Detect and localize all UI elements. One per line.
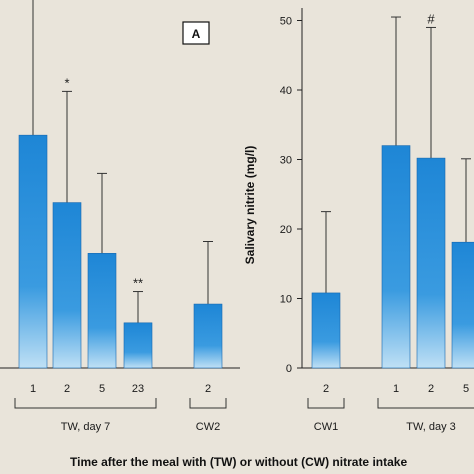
b-category-label-2: 2	[428, 383, 434, 395]
b-ytick-label-0: 0	[286, 363, 292, 375]
b-ytick-label-5: 50	[280, 16, 292, 28]
b-group-bracket-0	[307, 398, 345, 409]
a-significance-3: **	[133, 276, 143, 291]
b-category-label-0: 2	[323, 383, 329, 395]
b-bar-1	[381, 145, 411, 369]
b-bar-2	[416, 157, 446, 369]
a-category-label-2: 5	[99, 383, 105, 395]
a-bar-1	[52, 202, 82, 369]
b-ytick-label-2: 20	[280, 224, 292, 236]
b-bar-3	[451, 241, 474, 369]
a-group-bracket-0	[14, 398, 157, 409]
a-group-label-1: CW2	[196, 421, 220, 433]
x-axis-label: Time after the meal with (TW) or without…	[70, 455, 407, 469]
a-bar-2	[87, 253, 117, 369]
panel-a-label: A	[192, 27, 201, 41]
b-group-label-0: CW1	[314, 421, 338, 433]
a-bar-4	[193, 303, 223, 369]
b-ytick-label-1: 10	[280, 294, 292, 306]
chart-b: Salivary nitrite (mg/l) 0 10 20 30 40 50 # 2 1…	[243, 8, 474, 433]
a-category-label-0: 1	[30, 383, 36, 395]
a-group-label-0: TW, day 7	[61, 421, 111, 433]
b-category-label-3: 5	[463, 383, 469, 395]
panel-a-label-box	[182, 21, 210, 45]
b-group-label-1: TW, day 3	[406, 421, 456, 433]
y-axis-label: Salivary nitrite (mg/l)	[243, 146, 257, 265]
b-group-bracket-1	[377, 398, 474, 409]
a-significance-1: *	[64, 75, 69, 90]
a-category-label-4: 2	[205, 383, 211, 395]
chart-a: A *** 1 2 5 23 2 TW, day 7 CW2	[0, 0, 240, 433]
b-ytick-label-3: 30	[280, 155, 292, 167]
a-group-bracket-1	[189, 398, 227, 409]
b-ytick-label-4: 40	[280, 85, 292, 97]
a-category-label-3: 23	[132, 383, 144, 395]
a-category-label-1: 2	[64, 383, 70, 395]
b-significance-2: #	[427, 11, 435, 26]
a-bar-0	[18, 134, 48, 369]
b-category-label-1: 1	[393, 383, 399, 395]
b-bar-0	[311, 292, 341, 369]
a-bar-3	[123, 322, 153, 369]
